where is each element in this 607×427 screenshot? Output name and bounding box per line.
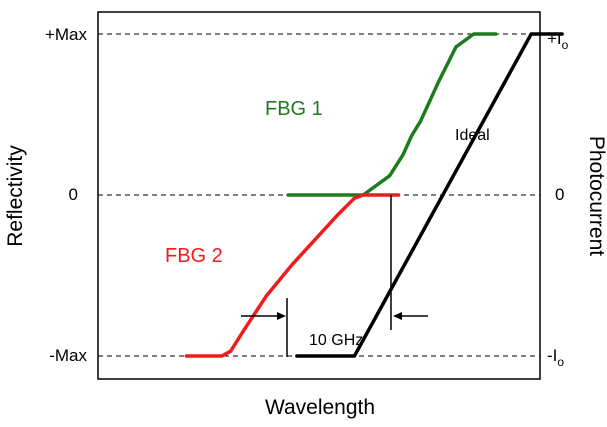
arrowhead-right: [393, 312, 402, 320]
series-layer: [184, 32, 564, 358]
series-label-fbg2: FBG 2: [165, 245, 223, 267]
y-tick-right-min: -Io: [547, 346, 564, 369]
y-tick-right-min-main: -I: [547, 346, 557, 365]
arrowhead-left: [277, 312, 286, 320]
x-axis-label: Wavelength: [265, 396, 375, 419]
spacing-annotation: 10 GHz: [241, 195, 428, 357]
y-tick-left-zero: 0: [69, 185, 78, 204]
y-axis-label-left: Reflectivity: [4, 145, 27, 247]
series-line-ideal: [295, 32, 564, 358]
spacing-label: 10 GHz: [309, 332, 363, 349]
y-tick-right-zero: 0: [555, 185, 564, 204]
y-axis-label-right: Photocurrent: [585, 136, 607, 256]
series-label-fbg1: FBG 1: [265, 98, 323, 120]
series-label-ideal: Ideal: [455, 127, 490, 144]
y-tick-right-max-main: +I: [547, 29, 562, 48]
series-line-fbg-2: [184, 193, 401, 358]
y-tick-left-max: +Max: [45, 25, 88, 44]
y-tick-left-min: -Max: [49, 346, 87, 365]
y-tick-right-min-sub: o: [557, 355, 564, 369]
series-line-fbg-1: [286, 32, 498, 197]
y-tick-right-max-sub: o: [562, 38, 569, 52]
